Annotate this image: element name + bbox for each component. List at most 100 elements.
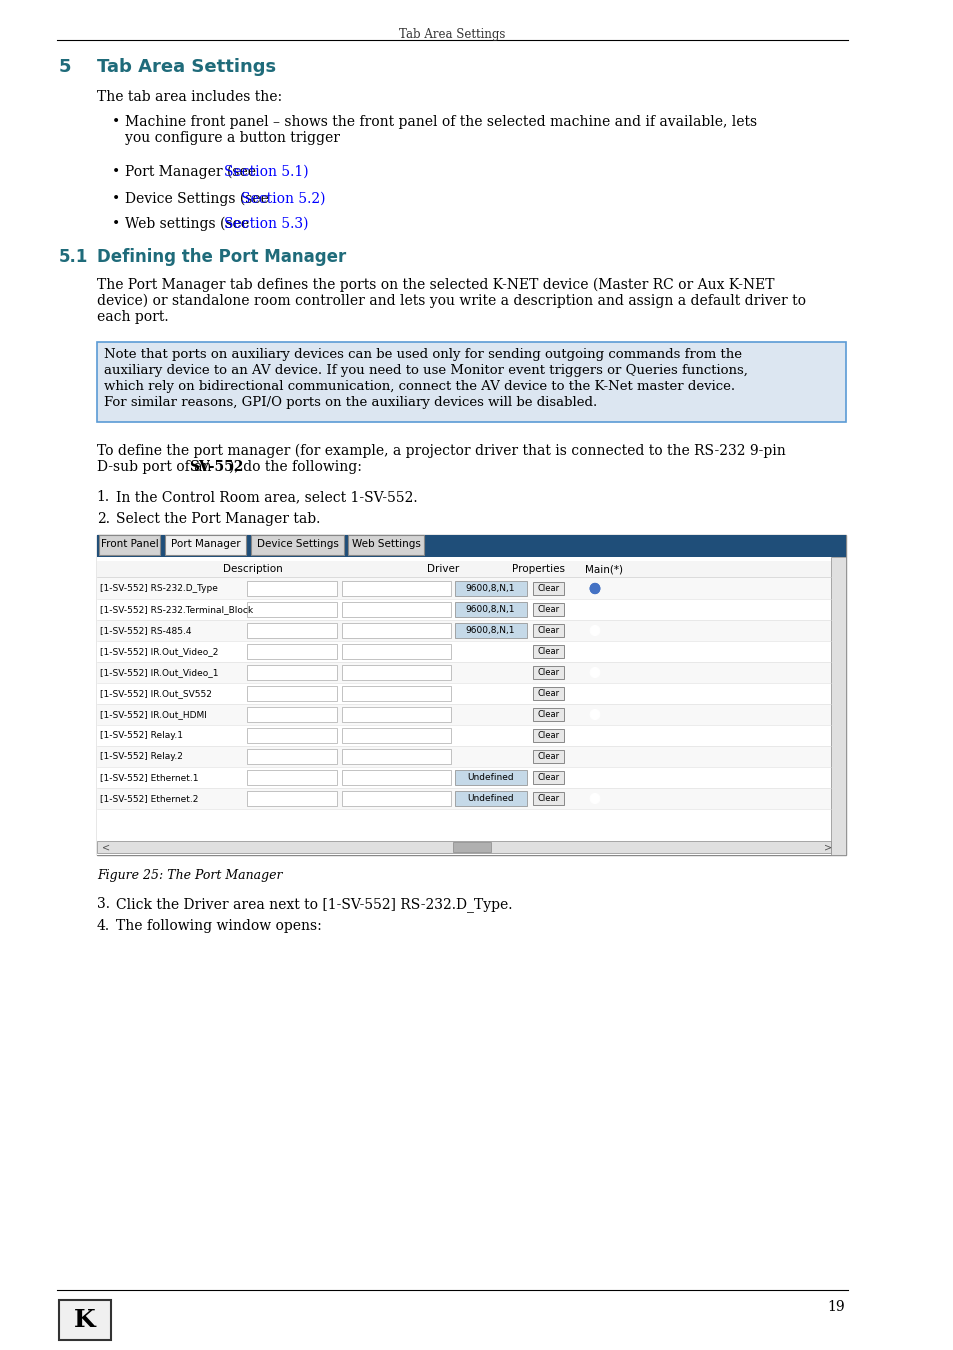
Text: Clear: Clear — [537, 647, 559, 656]
Text: [1-SV-552] IR.Out_HDMI: [1-SV-552] IR.Out_HDMI — [99, 710, 206, 720]
Text: [1-SV-552] RS-485.4: [1-SV-552] RS-485.4 — [99, 626, 191, 634]
Text: Clear: Clear — [537, 774, 559, 782]
Text: >: > — [822, 842, 831, 852]
Bar — [247, 769, 336, 784]
Circle shape — [590, 710, 599, 720]
Text: In the Control Room area, select 1-SV-552.: In the Control Room area, select 1-SV-55… — [115, 490, 417, 504]
Text: •: • — [112, 192, 120, 207]
Text: Section 5.2): Section 5.2) — [240, 192, 325, 207]
Bar — [533, 645, 563, 657]
Bar — [165, 535, 246, 555]
Text: [1-SV-552] IR.Out_SV552: [1-SV-552] IR.Out_SV552 — [99, 688, 212, 698]
Text: Clear: Clear — [537, 668, 559, 676]
Text: 4.: 4. — [96, 919, 110, 933]
Text: Undefined: Undefined — [467, 794, 514, 803]
Text: Clear: Clear — [537, 585, 559, 593]
Text: Clear: Clear — [537, 730, 559, 740]
Bar — [96, 683, 830, 703]
Bar — [533, 624, 563, 637]
Text: Web settings (see: Web settings (see — [125, 217, 253, 231]
Bar — [96, 562, 830, 576]
Bar — [341, 707, 450, 722]
Text: Click the Driver area next to [1-SV-552] RS-232.D_Type.: Click the Driver area next to [1-SV-552]… — [115, 896, 512, 911]
Text: 1.: 1. — [96, 490, 110, 504]
Bar — [455, 602, 526, 617]
Bar — [98, 535, 160, 555]
Bar — [252, 535, 343, 555]
Bar — [96, 599, 830, 620]
Bar — [533, 707, 563, 721]
Bar — [96, 641, 830, 662]
FancyBboxPatch shape — [96, 342, 845, 423]
Bar — [341, 666, 450, 680]
Text: [1-SV-552] Relay.2: [1-SV-552] Relay.2 — [99, 752, 182, 761]
Text: Clear: Clear — [537, 710, 559, 720]
Text: 5: 5 — [59, 58, 71, 76]
Text: K: K — [74, 1308, 95, 1332]
Bar — [247, 707, 336, 722]
Text: which rely on bidirectional communication, connect the AV device to the K-Net ma: which rely on bidirectional communicatio… — [104, 379, 735, 393]
Text: •: • — [112, 217, 120, 231]
Bar — [533, 792, 563, 805]
Bar — [341, 769, 450, 784]
Bar — [96, 725, 830, 747]
Text: Defining the Port Manager: Defining the Port Manager — [96, 248, 346, 266]
Bar — [247, 580, 336, 595]
Text: [1-SV-552] Relay.1: [1-SV-552] Relay.1 — [99, 730, 182, 740]
Text: [1-SV-552] RS-232.Terminal_Block: [1-SV-552] RS-232.Terminal_Block — [99, 605, 253, 614]
Text: Section 5.1): Section 5.1) — [224, 165, 309, 180]
Text: Section 5.3): Section 5.3) — [224, 217, 309, 231]
Text: To define the port manager (for example, a projector driver that is connected to: To define the port manager (for example,… — [96, 444, 784, 459]
Text: Clear: Clear — [537, 605, 559, 614]
Bar — [341, 728, 450, 743]
Circle shape — [590, 647, 599, 656]
Bar — [247, 749, 336, 764]
Bar — [533, 771, 563, 784]
Text: 9600,8,N,1: 9600,8,N,1 — [465, 605, 515, 614]
Text: 19: 19 — [826, 1300, 843, 1314]
Text: Front Panel: Front Panel — [101, 539, 158, 549]
Bar — [96, 558, 845, 855]
Text: Tab Area Settings: Tab Area Settings — [399, 28, 505, 40]
Bar — [59, 1300, 111, 1341]
Text: Device Settings (see: Device Settings (see — [125, 192, 274, 207]
Circle shape — [590, 772, 599, 783]
Text: Undefined: Undefined — [467, 774, 514, 782]
Text: Figure 25: The Port Manager: Figure 25: The Port Manager — [96, 869, 282, 882]
Bar — [96, 767, 830, 788]
Bar — [247, 791, 336, 806]
Circle shape — [590, 794, 599, 803]
Bar — [247, 666, 336, 680]
Bar — [341, 686, 450, 701]
Text: [1-SV-552] IR.Out_Video_1: [1-SV-552] IR.Out_Video_1 — [99, 668, 218, 676]
Text: Driver: Driver — [427, 564, 458, 574]
Text: The tab area includes the:: The tab area includes the: — [96, 90, 282, 104]
Bar — [96, 747, 830, 767]
Bar — [348, 535, 424, 555]
Bar — [533, 666, 563, 679]
Text: The following window opens:: The following window opens: — [115, 919, 321, 933]
Text: Web Settings: Web Settings — [352, 539, 420, 549]
Bar — [455, 769, 526, 784]
Bar — [96, 578, 830, 599]
Text: Machine front panel – shows the front panel of the selected machine and if avail: Machine front panel – shows the front pa… — [125, 115, 757, 146]
Text: Port Manager (see: Port Manager (see — [125, 165, 260, 180]
Bar — [96, 620, 830, 641]
Text: The Port Manager tab defines the ports on the selected K-NET device (Master RC o: The Port Manager tab defines the ports o… — [96, 278, 774, 293]
Text: <: < — [101, 842, 110, 852]
Bar — [341, 580, 450, 595]
Bar — [341, 749, 450, 764]
Circle shape — [590, 667, 599, 678]
Text: For similar reasons, GPI/O ports on the auxiliary devices will be disabled.: For similar reasons, GPI/O ports on the … — [104, 396, 597, 409]
Bar — [247, 728, 336, 743]
Text: •: • — [112, 115, 120, 130]
Text: Description: Description — [223, 564, 283, 574]
Bar — [96, 535, 845, 558]
Bar — [455, 622, 526, 639]
Bar — [96, 841, 830, 853]
Text: [1-SV-552] Ethernet.2: [1-SV-552] Ethernet.2 — [99, 794, 198, 803]
Text: [1-SV-552] IR.Out_Video_2: [1-SV-552] IR.Out_Video_2 — [99, 647, 218, 656]
Text: Clear: Clear — [537, 752, 559, 761]
Text: SV-552: SV-552 — [189, 460, 243, 474]
Bar — [533, 751, 563, 763]
